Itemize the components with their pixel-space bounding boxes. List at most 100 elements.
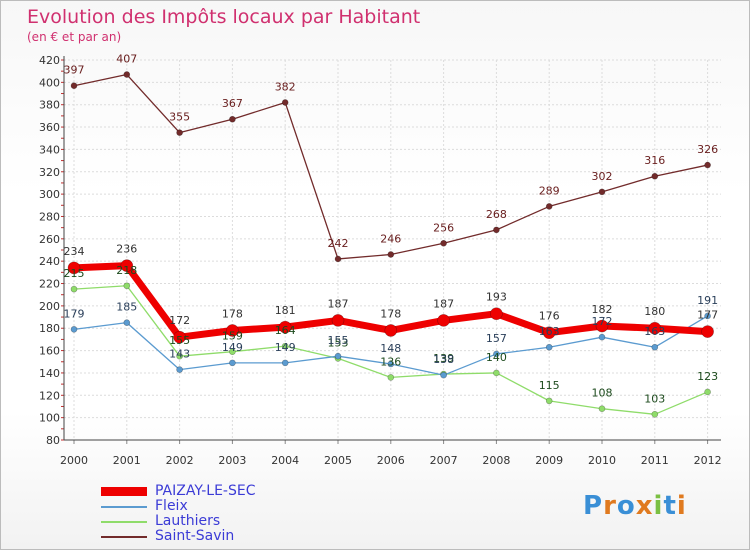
data-point [229,359,236,367]
legend-label: PAIZAY-LE-SEC [155,483,256,499]
series-paizay-le-sec [67,259,714,344]
y-tick-label: 280 [39,210,60,223]
data-point [542,326,556,340]
data-point [651,172,659,180]
data-label: 236 [116,243,137,256]
x-tick-label: 2001 [113,454,141,467]
y-tick-label: 220 [39,278,60,291]
data-label: 176 [539,310,560,323]
y-tick-label: 380 [39,99,60,112]
data-label: 218 [116,264,137,277]
legend-item: Saint-Savin [101,529,361,544]
data-point [281,342,289,350]
data-point [598,405,606,413]
data-point [595,319,609,333]
legend-item: PAIZAY-LE-SEC [101,484,361,499]
legend-swatch [101,487,147,496]
data-label: 177 [697,309,718,322]
legend-label: Saint-Savin [155,528,235,544]
x-tick-label: 2010 [588,454,616,467]
chart-subtitle: (en € et par an) [27,30,122,44]
data-label: 367 [222,97,243,110]
y-tick-label: 80 [46,434,60,447]
data-point [123,71,131,78]
logo-letter: o [616,491,636,521]
x-tick-label: 2009 [535,454,563,467]
y-tick-label: 420 [39,54,60,67]
data-label: 140 [486,351,507,364]
x-tick-label: 2005 [324,454,352,467]
data-point [651,343,659,351]
logo-letter: P [583,491,604,521]
data-point [67,261,81,275]
logo-letter: i [653,491,664,521]
data-label: 163 [644,325,665,338]
y-tick-label: 180 [39,322,60,335]
x-tick-label: 2002 [166,454,194,467]
data-point [704,388,711,396]
data-label: 155 [328,334,349,347]
data-label: 242 [328,237,349,250]
logo-letter: i [676,491,687,521]
data-point [229,115,236,123]
data-label: 256 [433,221,454,234]
data-point [70,82,78,90]
data-point [331,314,345,327]
data-point [493,350,500,358]
data-point [70,285,78,293]
data-label: 164 [275,324,296,337]
grid [64,59,721,441]
y-tick-label: 300 [39,188,60,201]
data-label: 139 [433,352,454,365]
data-point [545,397,553,405]
data-point [334,255,342,263]
data-label: 187 [433,297,454,310]
data-label: 187 [328,297,349,310]
y-tick-label: 320 [39,166,60,179]
legend-item: Lauthiers [101,514,361,529]
data-point [648,321,662,335]
y-tick-label: 340 [39,143,60,156]
data-label: 172 [592,315,613,328]
legend: PAIZAY-LE-SEC Fleix Lauthiers Saint-Savi… [101,484,361,544]
data-label: 289 [539,184,560,197]
data-label: 382 [275,80,296,93]
x-tick-label: 2011 [641,454,669,467]
series-fleix [70,312,711,379]
logo-letter: t [663,491,677,521]
data-label: 155 [169,334,190,347]
data-point [437,314,450,327]
y-tick-label: 100 [39,412,60,425]
data-point [387,374,395,381]
x-tick-label: 2007 [430,454,458,467]
data-point [440,371,447,379]
data-label: 159 [222,330,243,343]
data-label: 234 [64,245,85,258]
data-point [226,324,239,337]
data-point [490,307,503,321]
data-label: 178 [380,307,401,320]
y-tick-label: 240 [39,255,60,268]
data-point [387,251,395,258]
data-label: 149 [275,341,296,354]
legend-item: Fleix [101,499,361,514]
legend-label: Lauthiers [155,513,221,529]
data-label: 136 [380,355,401,368]
data-point [334,352,342,360]
data-point [387,360,395,368]
data-label: 108 [592,387,613,400]
data-label: 149 [222,341,243,354]
data-point [176,129,183,136]
data-label: 163 [539,325,560,338]
data-label: 215 [64,267,85,280]
data-point [701,325,714,338]
chart-title: Evolution des Impôts locaux par Habitant [27,6,421,28]
data-label: 179 [64,307,85,320]
data-label: 302 [592,170,613,183]
data-point [651,410,659,418]
logo-letter: r [603,491,617,521]
logo-letter: x [635,491,654,521]
data-label: 326 [697,143,718,156]
